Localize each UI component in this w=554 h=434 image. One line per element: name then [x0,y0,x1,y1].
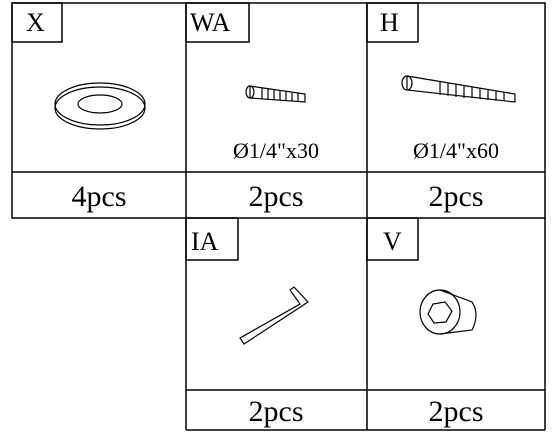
part-qty: 4pcs [72,180,127,213]
part-qty: 2pcs [429,395,484,428]
part-size: Ø1/4"x60 [413,138,499,163]
part-code: H [380,8,399,37]
part-code: IA [191,227,219,256]
bolt-short-icon [245,85,306,103]
part-qty: 2pcs [249,395,304,428]
part-size: Ø1/4"x30 [233,138,319,163]
grid [11,2,546,431]
part-qty: 2pcs [429,180,484,213]
part-code: V [383,227,402,256]
cap-nut-icon [419,289,477,335]
part-code: WA [190,8,231,37]
part-code: X [26,8,45,37]
washer-icon [54,82,146,130]
icons [54,75,516,345]
bolt-long-icon [401,75,516,103]
hex-key-icon [239,286,309,345]
part-qty: 2pcs [249,180,304,213]
